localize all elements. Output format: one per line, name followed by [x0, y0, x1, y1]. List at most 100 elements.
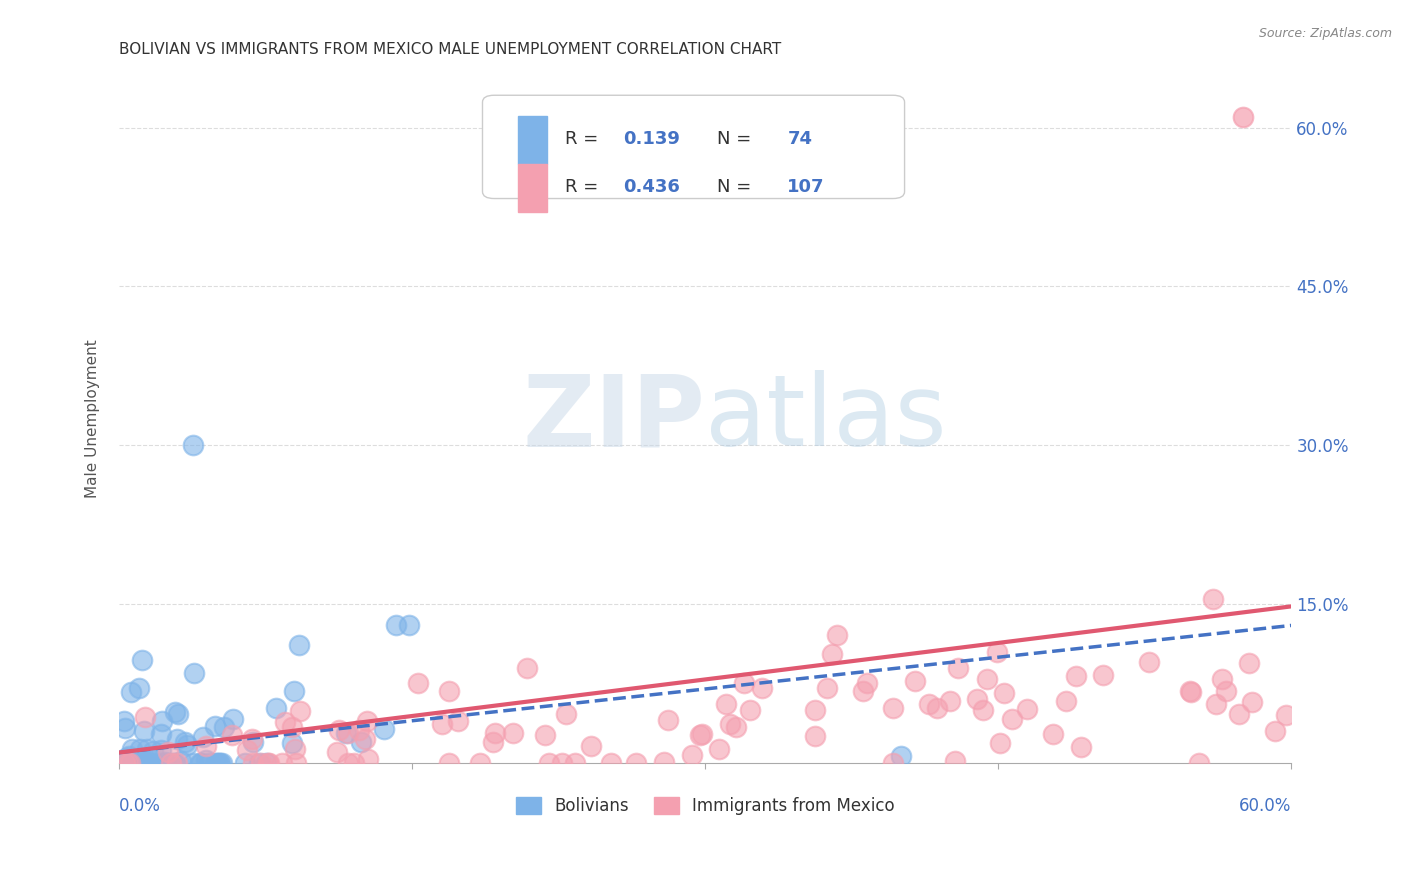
Point	[111, 756, 134, 771]
Point	[1015, 702, 1038, 716]
Point	[121, 741, 143, 756]
Point	[208, 756, 231, 771]
Point	[205, 756, 228, 771]
Point	[738, 703, 761, 717]
Point	[733, 676, 755, 690]
Point	[155, 756, 177, 771]
Point	[502, 725, 524, 739]
Point	[1187, 756, 1209, 771]
Point	[882, 756, 904, 771]
Point	[579, 739, 602, 753]
Point	[247, 756, 270, 771]
Text: 0.139: 0.139	[623, 129, 681, 148]
Point	[134, 710, 156, 724]
Point	[118, 749, 141, 764]
Point	[484, 726, 506, 740]
Point	[222, 712, 245, 726]
Point	[406, 676, 429, 690]
Point	[108, 756, 131, 771]
Point	[135, 756, 157, 771]
Point	[554, 707, 576, 722]
Point	[283, 684, 305, 698]
Point	[657, 714, 679, 728]
Point	[725, 719, 748, 733]
Text: 74: 74	[787, 129, 813, 148]
Point	[121, 756, 143, 771]
Point	[110, 756, 132, 771]
Point	[966, 692, 988, 706]
Point	[159, 756, 181, 771]
Point	[181, 438, 204, 452]
Point	[804, 729, 827, 743]
Point	[1180, 685, 1202, 699]
Point	[821, 647, 844, 661]
Point	[208, 756, 231, 771]
Point	[652, 755, 675, 769]
Point	[538, 756, 561, 771]
Point	[356, 714, 378, 729]
Point	[236, 743, 259, 757]
Point	[212, 720, 235, 734]
Point	[181, 756, 204, 771]
Text: ZIP: ZIP	[523, 370, 706, 467]
Point	[221, 727, 243, 741]
Point	[233, 756, 256, 771]
Point	[134, 724, 156, 739]
Point	[142, 744, 165, 758]
Point	[326, 745, 349, 759]
Point	[256, 756, 278, 770]
Bar	[517, 164, 547, 212]
Point	[250, 756, 273, 771]
Point	[986, 644, 1008, 658]
Text: 107: 107	[787, 178, 825, 196]
Point	[141, 756, 163, 771]
Point	[284, 756, 307, 771]
Point	[190, 756, 212, 771]
Point	[692, 726, 714, 740]
Point	[129, 756, 152, 771]
Point	[242, 756, 264, 771]
Point	[882, 700, 904, 714]
Point	[533, 728, 555, 742]
Text: 60.0%: 60.0%	[1239, 797, 1292, 815]
Point	[120, 756, 142, 771]
Text: atlas: atlas	[706, 370, 946, 467]
Point	[1227, 707, 1250, 722]
Point	[447, 714, 470, 729]
Point	[337, 726, 360, 740]
Point	[114, 721, 136, 735]
Point	[437, 756, 460, 771]
Point	[714, 698, 737, 712]
Point	[938, 694, 960, 708]
Point	[335, 725, 357, 739]
Point	[804, 703, 827, 717]
Point	[273, 714, 295, 729]
Point	[173, 734, 195, 748]
Text: 0.0%: 0.0%	[120, 797, 160, 815]
Point	[1202, 592, 1225, 607]
Point	[751, 681, 773, 695]
Point	[281, 720, 304, 734]
Point	[1054, 694, 1077, 708]
Point	[166, 756, 188, 771]
Point	[183, 666, 205, 681]
Point	[194, 753, 217, 767]
Legend: Bolivians, Immigrants from Mexico: Bolivians, Immigrants from Mexico	[508, 789, 903, 823]
Point	[946, 661, 969, 675]
Point	[516, 661, 538, 675]
Point	[165, 705, 187, 719]
Point	[120, 685, 142, 699]
Point	[150, 726, 173, 740]
Point	[825, 628, 848, 642]
Point	[815, 681, 838, 696]
Text: Source: ZipAtlas.com: Source: ZipAtlas.com	[1258, 27, 1392, 40]
Point	[1211, 673, 1233, 687]
Y-axis label: Male Unemployment: Male Unemployment	[86, 340, 100, 499]
Point	[1180, 684, 1202, 698]
Point	[128, 742, 150, 756]
Text: BOLIVIAN VS IMMIGRANTS FROM MEXICO MALE UNEMPLOYMENT CORRELATION CHART: BOLIVIAN VS IMMIGRANTS FROM MEXICO MALE …	[120, 42, 782, 57]
Point	[890, 749, 912, 764]
Point	[271, 756, 294, 771]
Point	[169, 754, 191, 768]
Point	[353, 732, 375, 747]
